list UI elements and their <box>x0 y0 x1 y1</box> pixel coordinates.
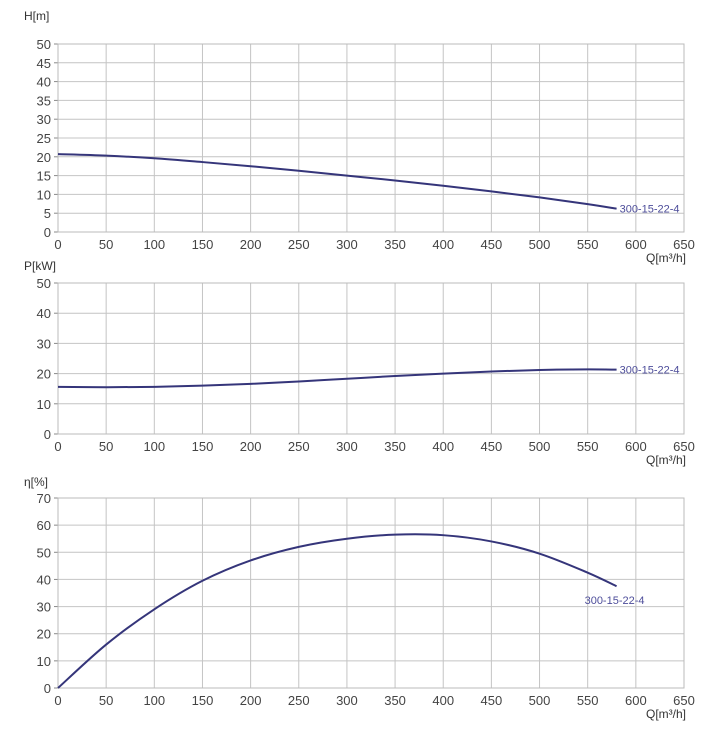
y-tick-label: 0 <box>44 225 51 240</box>
y-tick-label: 30 <box>37 336 51 351</box>
y-tick-label: 15 <box>37 169 51 184</box>
y-tick-label: 20 <box>37 367 51 382</box>
x-tick-label: 150 <box>192 237 214 252</box>
x-tick-label: 50 <box>99 237 113 252</box>
chart-3: 0 10 20 30 40 50 60 70 0 50 100 150 200 250 300 350 400 4… <box>24 475 695 721</box>
y-tick-label: 40 <box>37 75 51 90</box>
x-tick-label: 150 <box>192 693 214 708</box>
x-tick-label: 250 <box>288 439 310 454</box>
x-tick-label: 350 <box>384 439 406 454</box>
x-tick-label: 650 <box>673 693 695 708</box>
x-tick-label: 650 <box>673 237 695 252</box>
x-tick-label: 500 <box>529 439 551 454</box>
x-tick-label: 600 <box>625 693 647 708</box>
x-tick-label: 250 <box>288 237 310 252</box>
x-tick-label: 300 <box>336 693 358 708</box>
y-tick-label: 45 <box>37 56 51 71</box>
x-tick-label: 350 <box>384 237 406 252</box>
y-axis-label: P[kW] <box>24 259 56 273</box>
y-tick-label: 50 <box>37 37 51 52</box>
y-tick-label: 0 <box>44 681 51 696</box>
y-tick-label: 50 <box>37 276 51 291</box>
y-tick-label: 40 <box>37 572 51 587</box>
series-label: 300-15-22-4 <box>620 365 680 377</box>
y-tick-label: 20 <box>37 150 51 165</box>
x-tick-label: 100 <box>143 237 165 252</box>
plot-frame <box>57 43 685 233</box>
y-tick-label: 30 <box>37 600 51 615</box>
series-label: 300-15-22-4 <box>620 204 680 216</box>
series-curve <box>57 153 617 210</box>
x-tick-label: 100 <box>143 693 165 708</box>
x-tick-label: 450 <box>481 439 503 454</box>
x-tick-label: 300 <box>336 237 358 252</box>
series-curve <box>57 533 618 689</box>
x-tick-label: 550 <box>577 237 599 252</box>
x-tick-label: 600 <box>625 439 647 454</box>
x-axis-label: Q[m³/h] <box>646 453 686 467</box>
plot-frame <box>57 282 685 435</box>
y-tick-label: 60 <box>37 518 51 533</box>
x-tick-label: 400 <box>432 439 454 454</box>
x-tick-label: 200 <box>240 439 262 454</box>
y-tick-label: 10 <box>37 654 51 669</box>
x-tick-label: 300 <box>336 439 358 454</box>
x-tick-label: 200 <box>240 693 262 708</box>
y-tick-label: 50 <box>37 545 51 560</box>
x-tick-label: 150 <box>192 439 214 454</box>
x-tick-label: 650 <box>673 439 695 454</box>
x-tick-label: 600 <box>625 237 647 252</box>
x-axis-label: Q[m³/h] <box>646 707 686 721</box>
x-tick-label: 400 <box>432 237 454 252</box>
plot-frame <box>57 497 685 689</box>
x-tick-label: 350 <box>384 693 406 708</box>
y-tick-label: 25 <box>37 131 51 146</box>
y-tick-label: 0 <box>44 427 51 442</box>
x-tick-label: 550 <box>577 439 599 454</box>
x-tick-label: 50 <box>99 693 113 708</box>
series-label: 300-15-22-4 <box>585 595 645 607</box>
x-tick-label: 400 <box>432 693 454 708</box>
y-tick-label: 35 <box>37 93 51 108</box>
x-tick-label: 450 <box>481 693 503 708</box>
y-axis-label: η[%] <box>24 475 48 489</box>
x-tick-label: 0 <box>54 693 61 708</box>
x-tick-label: 500 <box>529 237 551 252</box>
y-tick-label: 70 <box>37 491 51 506</box>
x-tick-label: 50 <box>99 439 113 454</box>
x-tick-label: 250 <box>288 693 310 708</box>
y-tick-label: 10 <box>37 397 51 412</box>
x-tick-label: 450 <box>481 237 503 252</box>
y-axis-label: H[m] <box>24 9 49 23</box>
x-tick-label: 550 <box>577 693 599 708</box>
x-tick-label: 100 <box>143 439 165 454</box>
y-tick-label: 10 <box>37 187 51 202</box>
x-tick-label: 200 <box>240 237 262 252</box>
x-tick-label: 0 <box>54 439 61 454</box>
x-tick-label: 500 <box>529 693 551 708</box>
y-tick-label: 30 <box>37 112 51 127</box>
y-tick-label: 5 <box>44 206 51 221</box>
y-tick-label: 40 <box>37 306 51 321</box>
series-curve <box>57 368 617 389</box>
x-axis-label: Q[m³/h] <box>646 251 686 265</box>
y-tick-label: 20 <box>37 627 51 642</box>
x-tick-label: 0 <box>54 237 61 252</box>
